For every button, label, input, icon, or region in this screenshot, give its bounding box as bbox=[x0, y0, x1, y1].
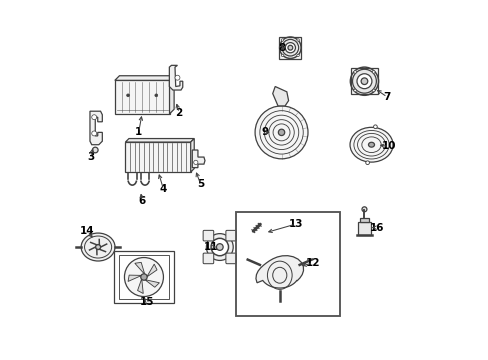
Circle shape bbox=[296, 39, 299, 41]
Text: 15: 15 bbox=[140, 297, 154, 307]
Circle shape bbox=[282, 39, 298, 56]
Circle shape bbox=[356, 74, 371, 89]
Circle shape bbox=[361, 207, 366, 212]
Bar bbox=[115, 80, 169, 114]
Text: 14: 14 bbox=[80, 226, 95, 236]
FancyBboxPatch shape bbox=[203, 253, 213, 264]
Ellipse shape bbox=[368, 142, 374, 147]
Circle shape bbox=[155, 94, 158, 97]
FancyBboxPatch shape bbox=[225, 253, 236, 264]
Polygon shape bbox=[169, 66, 183, 90]
Circle shape bbox=[281, 54, 283, 57]
Circle shape bbox=[141, 274, 147, 280]
Bar bbox=[357, 222, 370, 235]
Text: 6: 6 bbox=[138, 196, 145, 206]
Circle shape bbox=[92, 131, 97, 136]
Polygon shape bbox=[128, 275, 142, 282]
Circle shape bbox=[95, 244, 101, 249]
Polygon shape bbox=[135, 262, 144, 274]
Circle shape bbox=[175, 75, 180, 80]
Circle shape bbox=[372, 71, 374, 73]
Text: 16: 16 bbox=[369, 222, 383, 233]
Text: 3: 3 bbox=[87, 152, 95, 162]
Polygon shape bbox=[144, 280, 159, 287]
Polygon shape bbox=[255, 256, 303, 288]
Polygon shape bbox=[115, 76, 174, 80]
Bar bbox=[119, 255, 169, 299]
Polygon shape bbox=[146, 264, 157, 277]
Text: 9: 9 bbox=[261, 127, 267, 138]
Circle shape bbox=[281, 39, 283, 41]
Polygon shape bbox=[272, 86, 288, 106]
Circle shape bbox=[193, 160, 198, 165]
Text: 4: 4 bbox=[160, 184, 167, 194]
Ellipse shape bbox=[81, 233, 115, 261]
Bar bbox=[279, 37, 301, 59]
Ellipse shape bbox=[349, 127, 392, 162]
Circle shape bbox=[296, 54, 299, 57]
Circle shape bbox=[287, 45, 292, 50]
Circle shape bbox=[278, 129, 284, 136]
Text: 7: 7 bbox=[383, 92, 390, 102]
Polygon shape bbox=[169, 76, 174, 114]
Polygon shape bbox=[90, 111, 102, 145]
Polygon shape bbox=[137, 279, 143, 293]
Circle shape bbox=[216, 244, 223, 251]
Polygon shape bbox=[192, 150, 204, 168]
Circle shape bbox=[365, 161, 368, 165]
Circle shape bbox=[255, 106, 307, 159]
Circle shape bbox=[92, 147, 98, 153]
Bar bbox=[350, 68, 377, 94]
Polygon shape bbox=[190, 139, 194, 172]
Circle shape bbox=[373, 125, 377, 129]
Text: 8: 8 bbox=[277, 43, 285, 53]
Text: 10: 10 bbox=[381, 141, 396, 152]
Circle shape bbox=[124, 257, 163, 297]
FancyBboxPatch shape bbox=[225, 230, 236, 241]
Bar bbox=[360, 219, 368, 222]
Circle shape bbox=[285, 42, 295, 53]
Bar bbox=[125, 142, 190, 172]
Text: 5: 5 bbox=[196, 179, 203, 189]
Circle shape bbox=[92, 115, 97, 120]
Text: 1: 1 bbox=[135, 127, 142, 138]
Text: 11: 11 bbox=[203, 242, 218, 252]
Text: 12: 12 bbox=[305, 258, 320, 268]
Text: 13: 13 bbox=[288, 219, 302, 229]
Circle shape bbox=[126, 94, 129, 97]
Circle shape bbox=[372, 89, 374, 92]
Text: 2: 2 bbox=[175, 108, 183, 118]
Bar bbox=[114, 251, 173, 303]
FancyBboxPatch shape bbox=[203, 230, 213, 241]
Polygon shape bbox=[125, 139, 194, 142]
Circle shape bbox=[353, 71, 356, 73]
Circle shape bbox=[353, 89, 356, 92]
Circle shape bbox=[211, 238, 228, 256]
Circle shape bbox=[206, 234, 233, 260]
Bar bbox=[235, 212, 339, 316]
Circle shape bbox=[361, 78, 367, 85]
Circle shape bbox=[352, 69, 376, 93]
